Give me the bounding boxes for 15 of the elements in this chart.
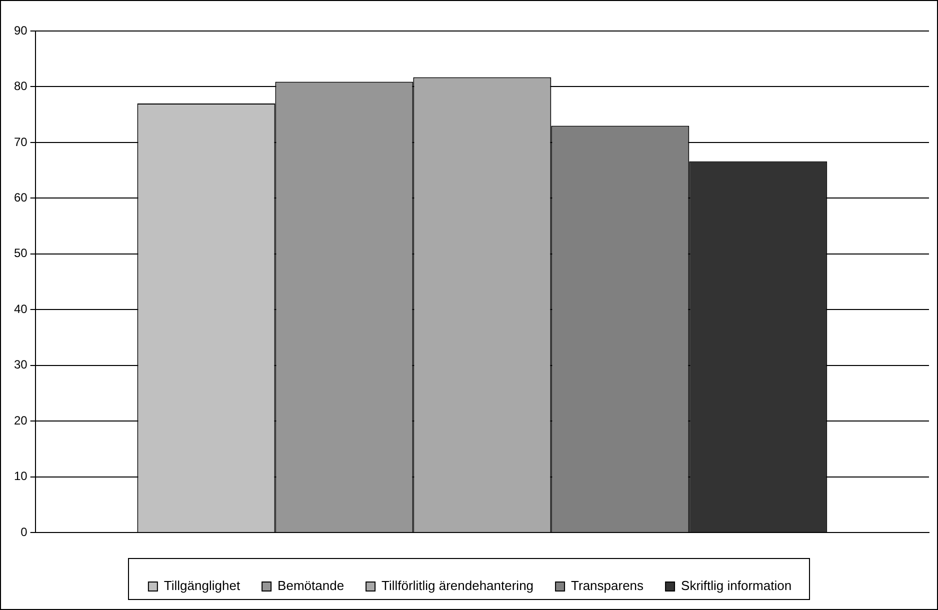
y-tick-label: 50 [14, 246, 28, 260]
legend-label: Tillgänglighet [164, 578, 240, 594]
y-tick-label: 60 [14, 190, 28, 205]
legend-label: Transparens [571, 578, 644, 594]
legend-label: Tillförlitlig ärendehantering [382, 578, 534, 594]
y-tick-label: 90 [14, 23, 28, 38]
y-tick-label: 0 [20, 524, 28, 539]
y-tick-label: 20 [14, 413, 28, 428]
y-tick-label: 10 [14, 469, 28, 484]
y-tick-label: 40 [14, 302, 28, 316]
legend-label: Bemötande [278, 578, 344, 594]
legend-label: Skriftlig information [681, 578, 792, 594]
y-tick-label: 30 [14, 358, 28, 372]
y-tick-label: 80 [14, 79, 28, 94]
y-tick-label: 70 [14, 134, 28, 149]
